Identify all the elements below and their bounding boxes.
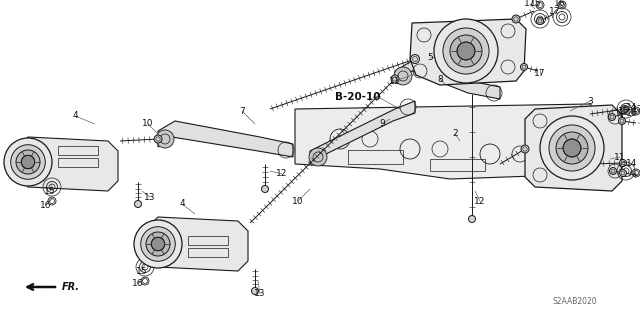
- Text: 16: 16: [554, 0, 566, 8]
- Circle shape: [620, 160, 627, 167]
- Circle shape: [11, 145, 45, 179]
- Text: 12: 12: [276, 169, 288, 179]
- Text: 11: 11: [389, 77, 401, 85]
- Text: 9: 9: [379, 120, 385, 129]
- Circle shape: [141, 227, 175, 261]
- Text: 14: 14: [627, 102, 637, 112]
- Circle shape: [21, 155, 35, 169]
- Text: 17: 17: [549, 6, 561, 16]
- Circle shape: [618, 117, 625, 124]
- Circle shape: [621, 106, 628, 113]
- Text: 7: 7: [239, 107, 245, 115]
- Text: 14: 14: [627, 160, 637, 168]
- Polygon shape: [295, 104, 600, 179]
- Polygon shape: [410, 19, 526, 85]
- Polygon shape: [525, 105, 622, 191]
- Circle shape: [563, 139, 581, 157]
- Text: 11: 11: [614, 152, 626, 161]
- Circle shape: [512, 15, 520, 23]
- Text: 15: 15: [618, 107, 630, 115]
- Bar: [430, 159, 485, 171]
- Circle shape: [609, 167, 616, 174]
- Polygon shape: [395, 59, 500, 99]
- Circle shape: [609, 114, 616, 121]
- Bar: [549, 127, 561, 137]
- Circle shape: [16, 150, 40, 174]
- Circle shape: [549, 125, 595, 171]
- Circle shape: [556, 132, 588, 164]
- Circle shape: [521, 145, 529, 153]
- Bar: [188, 248, 228, 257]
- Text: S2AAB2020: S2AAB2020: [553, 296, 597, 306]
- Text: 10: 10: [142, 120, 154, 129]
- Text: 8: 8: [437, 75, 443, 84]
- Circle shape: [4, 138, 52, 186]
- Polygon shape: [18, 137, 118, 191]
- Circle shape: [443, 28, 489, 74]
- Circle shape: [146, 232, 170, 256]
- Circle shape: [252, 287, 259, 294]
- Circle shape: [540, 116, 604, 180]
- Text: 15: 15: [136, 266, 148, 276]
- Text: 3: 3: [587, 97, 593, 106]
- Text: 17: 17: [534, 70, 546, 78]
- Text: 10: 10: [292, 197, 304, 205]
- Bar: [188, 236, 228, 245]
- Text: B-20-10: B-20-10: [335, 92, 381, 102]
- Text: 13: 13: [254, 290, 266, 299]
- Circle shape: [262, 186, 269, 192]
- Text: 15: 15: [44, 187, 56, 196]
- Circle shape: [520, 63, 527, 70]
- Text: FR.: FR.: [62, 282, 80, 292]
- Polygon shape: [148, 217, 248, 271]
- Circle shape: [450, 35, 482, 67]
- Bar: [563, 127, 575, 137]
- Bar: [348, 150, 403, 164]
- Bar: [58, 158, 98, 167]
- Text: 13: 13: [144, 192, 156, 202]
- Circle shape: [134, 201, 141, 207]
- Circle shape: [620, 169, 627, 176]
- Text: 17: 17: [632, 105, 640, 114]
- Text: 16: 16: [132, 279, 144, 288]
- Polygon shape: [158, 121, 293, 157]
- Text: 12: 12: [474, 197, 486, 205]
- Text: 16: 16: [40, 201, 52, 210]
- Circle shape: [134, 220, 182, 268]
- Circle shape: [391, 75, 399, 83]
- Circle shape: [468, 216, 476, 222]
- Text: 16: 16: [627, 108, 637, 117]
- Circle shape: [156, 130, 174, 148]
- Circle shape: [151, 237, 164, 251]
- Circle shape: [434, 19, 498, 83]
- Polygon shape: [310, 101, 415, 163]
- Circle shape: [309, 148, 327, 166]
- Circle shape: [154, 135, 162, 143]
- Text: 2: 2: [452, 130, 458, 138]
- Text: 5: 5: [427, 53, 433, 62]
- Bar: [58, 146, 98, 155]
- Circle shape: [394, 67, 412, 85]
- Text: 4: 4: [72, 112, 78, 121]
- Circle shape: [536, 18, 543, 25]
- Text: 15: 15: [531, 0, 541, 9]
- Text: 4: 4: [179, 199, 185, 209]
- Circle shape: [457, 42, 475, 60]
- Bar: [545, 109, 583, 141]
- Text: 17: 17: [524, 0, 536, 9]
- Circle shape: [410, 55, 419, 63]
